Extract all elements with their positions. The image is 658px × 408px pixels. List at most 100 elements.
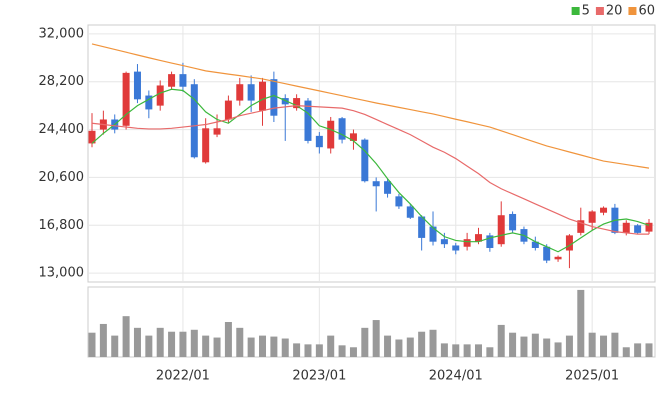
candle-body bbox=[190, 84, 198, 158]
volume-bar bbox=[190, 329, 198, 357]
candle-body bbox=[463, 239, 471, 247]
candle-body bbox=[554, 256, 562, 260]
volume-bar bbox=[474, 344, 482, 357]
y-tick-label: 16,800 bbox=[39, 218, 85, 233]
volume-bar bbox=[281, 338, 289, 357]
volume-bar bbox=[520, 336, 528, 357]
candle-body bbox=[531, 241, 539, 248]
volume-bar bbox=[259, 335, 267, 357]
volume-bar bbox=[168, 331, 176, 357]
volume-bar bbox=[611, 332, 619, 357]
volume-bar bbox=[349, 347, 357, 357]
candle-body bbox=[202, 128, 210, 163]
candle-body bbox=[304, 100, 312, 141]
volume-bar bbox=[622, 347, 630, 357]
candle-body bbox=[145, 95, 153, 110]
volume-bar bbox=[486, 347, 494, 357]
volume-bar bbox=[531, 333, 539, 357]
x-tick-label: 2024/01 bbox=[429, 369, 483, 384]
ma-line bbox=[91, 105, 649, 235]
volume-bar bbox=[88, 332, 96, 357]
candle-body bbox=[543, 246, 551, 261]
volume-bar bbox=[202, 335, 210, 357]
y-tick-label: 20,600 bbox=[39, 170, 85, 185]
volume-bar bbox=[179, 331, 187, 357]
y-tick-label: 28,200 bbox=[39, 74, 85, 89]
volume-panel bbox=[87, 286, 656, 358]
volume-bar bbox=[224, 322, 232, 357]
volume-bar bbox=[270, 336, 278, 357]
volume-bar bbox=[543, 338, 551, 357]
candle-body bbox=[327, 120, 335, 149]
candle-body bbox=[293, 98, 301, 109]
candle-body bbox=[259, 81, 267, 111]
y-tick-label: 24,400 bbox=[39, 122, 85, 137]
y-tick-label: 32,000 bbox=[39, 26, 85, 41]
candle-body bbox=[577, 220, 585, 233]
volume-bar bbox=[600, 335, 608, 357]
candle-body bbox=[88, 130, 96, 144]
volume-bar bbox=[213, 337, 221, 357]
candle-body bbox=[452, 245, 460, 251]
volume-bar bbox=[577, 289, 585, 357]
candle-body bbox=[565, 235, 573, 251]
volume-bar bbox=[304, 344, 312, 357]
candle-body bbox=[406, 206, 414, 218]
volume-bar bbox=[497, 324, 505, 357]
candle-body bbox=[122, 72, 130, 126]
volume-bar bbox=[440, 343, 448, 357]
candle-body bbox=[474, 234, 482, 242]
volume-bar bbox=[156, 327, 164, 357]
volume-bar bbox=[565, 335, 573, 357]
volume-bar bbox=[429, 329, 437, 357]
legend-label: 60 bbox=[638, 4, 655, 19]
candle-body bbox=[372, 181, 380, 187]
candle-body bbox=[156, 85, 164, 106]
volume-bar bbox=[338, 345, 346, 357]
candle-body bbox=[361, 139, 369, 182]
candle-body bbox=[315, 135, 323, 148]
volume-bar bbox=[452, 344, 460, 357]
candle-body bbox=[270, 79, 278, 116]
candle-body bbox=[338, 118, 346, 140]
candle-body bbox=[429, 226, 437, 242]
x-tick-label: 2022/01 bbox=[156, 369, 210, 384]
volume-bar bbox=[406, 337, 414, 357]
candle-body bbox=[179, 74, 187, 87]
candle-body bbox=[418, 216, 426, 238]
x-tick-label: 2023/01 bbox=[292, 369, 346, 384]
volume-bar bbox=[293, 343, 301, 357]
candle-body bbox=[247, 84, 255, 101]
candle-body bbox=[224, 100, 232, 120]
volume-bar bbox=[133, 327, 141, 357]
volume-bar bbox=[236, 327, 244, 357]
candle-body bbox=[349, 133, 357, 141]
candle-body bbox=[168, 74, 176, 87]
candle-body bbox=[509, 213, 517, 231]
legend-label: 5 bbox=[582, 4, 590, 19]
candle-body bbox=[384, 181, 392, 194]
volume-bar bbox=[145, 335, 153, 357]
volume-bar bbox=[588, 332, 596, 357]
volume-bar bbox=[361, 327, 369, 357]
ma-line bbox=[91, 43, 650, 169]
volume-bar bbox=[372, 320, 380, 357]
candle-body bbox=[236, 84, 244, 101]
candle-body bbox=[588, 211, 596, 223]
candle-body bbox=[497, 215, 505, 245]
volume-bar bbox=[99, 323, 107, 357]
volume-bar bbox=[509, 332, 517, 357]
volume-bar bbox=[554, 342, 562, 357]
candle-body bbox=[440, 239, 448, 245]
price-panel bbox=[87, 24, 656, 283]
candle-body bbox=[133, 71, 141, 100]
volume-bar bbox=[122, 316, 130, 357]
candle-body bbox=[213, 128, 221, 135]
volume-bar bbox=[463, 344, 471, 357]
volume-bar bbox=[384, 335, 392, 357]
volume-bar bbox=[645, 343, 653, 357]
candle-body bbox=[486, 235, 494, 248]
volume-bar bbox=[315, 344, 323, 357]
candle-body bbox=[634, 225, 642, 233]
